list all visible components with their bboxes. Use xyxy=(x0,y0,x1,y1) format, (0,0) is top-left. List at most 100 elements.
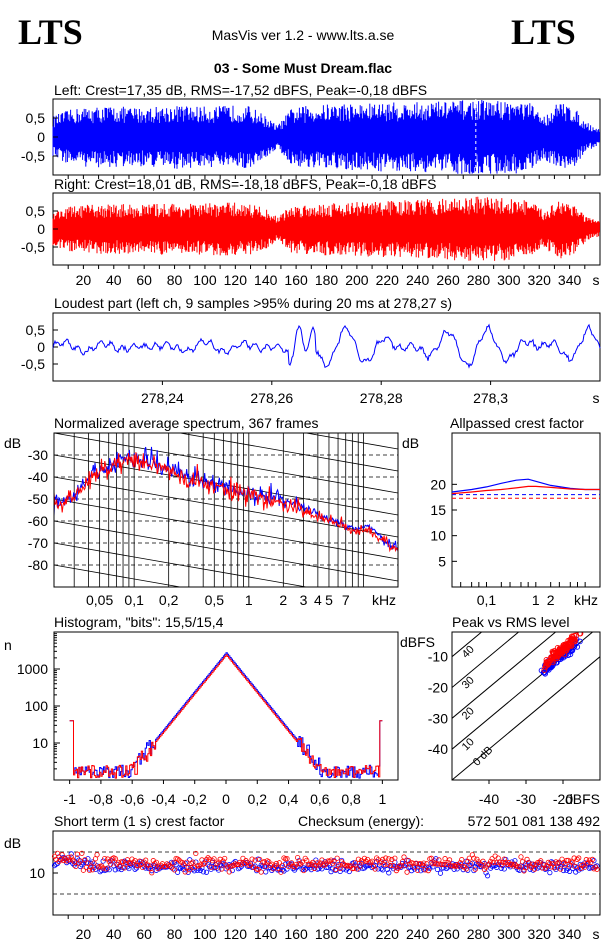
short-term-crest-right-point xyxy=(548,864,554,870)
short-term-crest-right-point xyxy=(67,857,73,863)
loudest-part-line xyxy=(52,323,601,369)
short-term-crest-right-point xyxy=(594,866,600,872)
short-term-crest-right-point xyxy=(487,858,494,865)
right-waveform-chart: 0,5 0 -0,5 20 40 60 80 100 120 140 160 180 200 220 240… xyxy=(21,192,601,288)
short-term-crest-right-point xyxy=(486,861,492,867)
short-term-crest-left-point xyxy=(576,867,582,873)
short-term-crest-right-point xyxy=(574,856,580,862)
short-term-crest-xtick-label: 220 xyxy=(376,926,400,942)
loudest-part-ytick-label: -0,5 xyxy=(21,356,45,372)
short-term-crest-right-point xyxy=(471,855,477,861)
short-term-crest-right-point xyxy=(415,867,421,873)
avg-spectrum-diag xyxy=(54,433,398,494)
short-term-crest-right-point xyxy=(399,859,406,865)
peak-vs-rms-left-point xyxy=(538,667,545,674)
short-term-crest-xtick-label: 80 xyxy=(167,926,183,942)
short-term-crest-right-point xyxy=(188,860,194,867)
left-waveform-chart: 0,5 0 -0,5 xyxy=(21,98,601,179)
short-term-crest-left-point xyxy=(302,866,308,873)
avg-spectrum-frame xyxy=(53,432,399,588)
short-term-crest-right-point xyxy=(127,860,134,867)
peak-vs-rms-diag xyxy=(452,632,594,750)
short-term-crest-right-point xyxy=(384,861,390,867)
allpassed-crest-left-line xyxy=(451,478,600,493)
short-term-crest-right-point xyxy=(522,865,529,871)
short-term-crest-right-point xyxy=(77,858,83,864)
peak-vs-rms-ytick-label: -40 xyxy=(428,741,448,757)
short-term-crest-right-point xyxy=(547,860,553,867)
short-term-crest-right-point xyxy=(562,862,568,868)
short-term-crest-right-point xyxy=(565,857,571,863)
short-term-crest-right-point xyxy=(220,858,226,864)
short-term-crest-right-point xyxy=(129,856,135,862)
short-term-crest-right-point xyxy=(390,862,396,869)
histogram-left-line xyxy=(69,652,383,779)
short-term-crest-left-point xyxy=(197,867,203,873)
short-term-crest-right-point xyxy=(295,855,301,861)
short-term-crest-right-point xyxy=(334,855,340,861)
short-term-crest-left-point xyxy=(498,865,504,871)
loudest-part-xtick-label: s xyxy=(593,390,600,406)
histogram-ytick-label: 1000 xyxy=(17,661,48,677)
right-waveform-xtick-label: 340 xyxy=(558,272,582,288)
short-term-crest-right-point xyxy=(94,852,100,858)
short-term-crest-right-point xyxy=(539,865,545,871)
short-term-crest-right-point xyxy=(211,856,217,862)
peak-vs-rms-diag-label: 30 xyxy=(460,674,477,691)
short-term-crest-right-point xyxy=(71,859,77,865)
allpassed-crest-xtick-label: 2 xyxy=(547,592,555,608)
avg-spectrum-chart: -30 -40 -50 -60 -70 -80 0,05 0,1 0,2 0,5 1 2 3 4 5 7 kHz xyxy=(28,432,399,608)
track-title: 03 - Some Must Dream.flac xyxy=(214,60,392,76)
short-term-crest-chart: 10 20 40 60 80 100 120 140 160 180 200 220 240 260 280… xyxy=(29,830,601,942)
peak-vs-rms-right-point xyxy=(566,642,573,649)
short-term-crest-right-point xyxy=(170,860,176,866)
right-waveform-xtick-label: 200 xyxy=(345,272,369,288)
peak-vs-rms-right-point xyxy=(541,667,548,673)
histogram-xtick-label: -0,8 xyxy=(89,791,113,807)
short-term-crest-right-point xyxy=(85,860,91,866)
avg-spectrum-diag xyxy=(54,498,398,560)
short-term-crest-right-point xyxy=(146,862,152,868)
avg-spectrum-ylabel: dB xyxy=(4,435,21,451)
short-term-crest-right-point xyxy=(155,865,161,872)
short-term-crest-left-point xyxy=(443,865,450,872)
short-term-crest-right-point xyxy=(190,859,196,865)
short-term-crest-ylabel: dB xyxy=(4,835,21,851)
short-term-crest-left-point xyxy=(185,869,191,875)
short-term-crest-right-point xyxy=(516,864,523,870)
avg-spectrum-xtick-label: 0,05 xyxy=(86,592,113,608)
short-term-crest-right-point xyxy=(404,869,410,875)
short-term-crest-right-point xyxy=(171,867,178,873)
short-term-crest-right-point xyxy=(532,866,538,872)
short-term-crest-right-point xyxy=(222,855,228,862)
short-term-crest-left-point xyxy=(70,860,76,866)
short-term-crest-right-point xyxy=(103,866,109,872)
allpassed-crest-right-line xyxy=(451,485,600,495)
short-term-crest-right-point xyxy=(442,856,448,862)
short-term-crest-right-point xyxy=(567,863,573,869)
short-term-crest-right-point xyxy=(278,869,284,875)
short-term-crest-right-point xyxy=(140,864,146,871)
avg-spectrum-ytick-label: -80 xyxy=(28,557,48,573)
short-term-crest-right-point xyxy=(118,859,124,865)
short-term-crest-left-point xyxy=(174,869,181,875)
short-term-crest-xtick-label: 160 xyxy=(284,926,308,942)
short-term-crest-right-point xyxy=(301,867,307,874)
short-term-crest-left-point xyxy=(301,865,307,871)
short-term-crest-left-point xyxy=(190,866,196,872)
peak-vs-rms-xtick-label: -30 xyxy=(516,791,536,807)
short-term-crest-right-point xyxy=(538,858,544,864)
short-term-crest-right-point xyxy=(226,869,232,875)
loudest-part-ytick-label: 0 xyxy=(37,339,45,355)
short-term-crest-right-point xyxy=(453,863,459,869)
short-term-crest-right-point xyxy=(153,859,159,865)
avg-spectrum-xtick-label: 2 xyxy=(279,592,287,608)
short-term-crest-left-point xyxy=(501,866,507,872)
short-term-crest-right-point xyxy=(583,857,589,863)
short-term-crest-right-point xyxy=(187,867,193,873)
short-term-crest-right-point xyxy=(369,858,375,864)
short-term-crest-left-point xyxy=(560,867,567,874)
short-term-crest-left-point xyxy=(106,867,112,873)
short-term-crest-right-point xyxy=(387,862,393,869)
short-term-crest-right-point xyxy=(557,866,564,872)
